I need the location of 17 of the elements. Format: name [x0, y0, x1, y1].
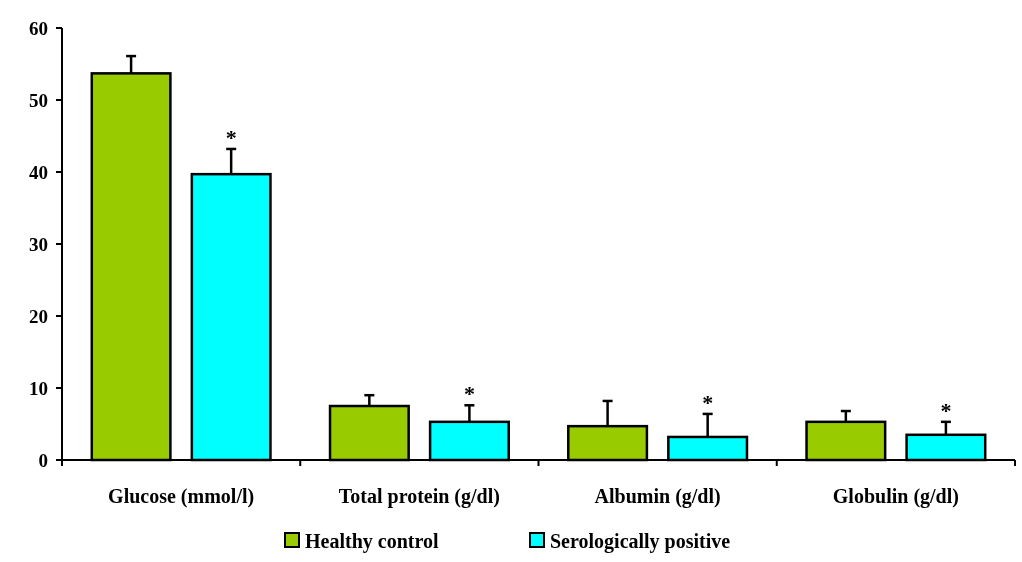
y-tick-label: 60: [29, 17, 48, 39]
x-tick-label: Globulin (g/dl): [832, 485, 959, 508]
y-tick-label: 50: [29, 89, 48, 111]
x-tick-label: Albumin (g/dl): [594, 485, 721, 508]
y-tick-label: 10: [29, 377, 48, 399]
annotation: *: [702, 389, 714, 415]
x-tick-label: Total protein (g/dl): [338, 485, 500, 508]
annotation: *: [225, 124, 237, 150]
y-tick-label: 20: [29, 305, 48, 327]
legend-label: Serologically positive: [550, 530, 731, 553]
y-tick-label: 0: [38, 449, 48, 471]
x-tick-label: Glucose (mmol/l): [108, 485, 255, 508]
y-tick-label: 40: [29, 161, 48, 183]
annotation: *: [463, 381, 475, 407]
y-tick-label: 30: [29, 233, 48, 255]
annotation: *: [940, 397, 952, 423]
legend-label: Healthy control: [305, 530, 439, 553]
